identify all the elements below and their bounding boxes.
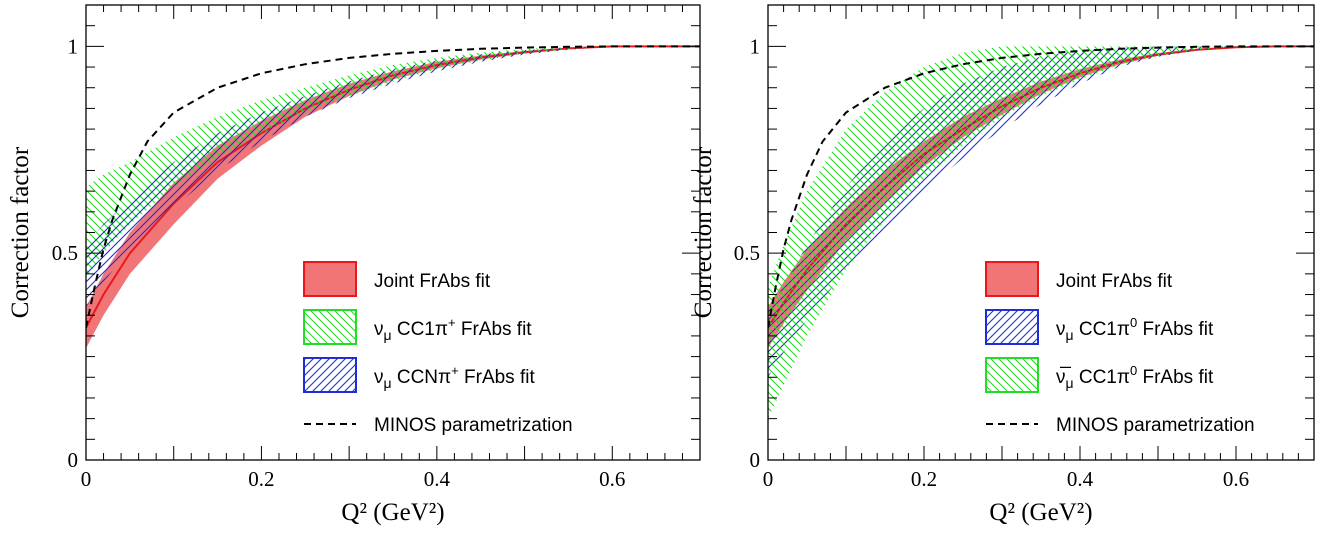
legend-item: Joint FrAbs fit <box>303 261 491 297</box>
x-tick-label: 0.6 <box>599 467 625 491</box>
legend-label: νμ CC1π+ FrAbs fit <box>374 315 532 343</box>
legend-item: MINOS parametrization <box>304 415 573 436</box>
x-tick-label: 0.4 <box>1067 467 1094 491</box>
legend-item: νμ CC1π0 FrAbs fit <box>985 309 1214 345</box>
x-axis-title: Q² (GeV²) <box>341 499 444 526</box>
dashed-line-series-4 <box>86 45 700 328</box>
legend-item: MINOS parametrization <box>986 415 1255 436</box>
legend: Joint FrAbs fit νμ CC1π+ FrAbs fit νμ CCNπ… <box>303 261 573 436</box>
x-tick-label: 0.2 <box>248 467 274 491</box>
plot-area <box>768 45 1314 419</box>
y-tick-label: 1 <box>750 34 761 58</box>
x-tick-label: 0.2 <box>911 467 937 491</box>
legend-label: νμ CCNπ+ FrAbs fit <box>374 363 535 391</box>
y-tick-label: 1 <box>68 34 79 58</box>
legend-swatch <box>985 309 1039 345</box>
legend-swatch <box>303 261 357 297</box>
chart-panel-2: 0 0.2 0.4 0.6 0 0.5 1 Q² (GeV²) Correction facto… <box>690 4 1315 526</box>
legend-label: Joint FrAbs fit <box>1056 271 1173 292</box>
band-series-3 <box>86 46 700 308</box>
dashed-line-series-4 <box>768 45 1314 328</box>
y-tick-label: 0 <box>68 448 79 472</box>
legend-label: MINOS parametrization <box>374 415 573 436</box>
band-series-3 <box>768 46 1314 419</box>
y-axis-title: Correction factor <box>690 146 717 318</box>
legend-label: ν̅μ CC1π0 FrAbs fit <box>1056 363 1214 391</box>
legend: Joint FrAbs fit νμ CC1π0 FrAbs fit ν̅μ CC1… <box>985 261 1255 436</box>
plot-area <box>86 45 700 349</box>
y-tick-label: 0.5 <box>52 241 78 265</box>
legend-label: MINOS parametrization <box>1056 415 1255 436</box>
legend-label: Joint FrAbs fit <box>374 271 491 292</box>
y-tick-label: 0 <box>750 448 761 472</box>
legend-swatch <box>985 357 1039 393</box>
y-tick-label: 0.5 <box>734 241 760 265</box>
legend-label: νμ CC1π0 FrAbs fit <box>1056 315 1214 343</box>
legend-item: Joint FrAbs fit <box>985 261 1173 297</box>
legend-item: νμ CCNπ+ FrAbs fit <box>303 357 535 393</box>
x-tick-label: 0 <box>81 467 92 491</box>
legend-swatch <box>303 309 357 345</box>
x-tick-label: 0.4 <box>424 467 451 491</box>
x-tick-label: 0.6 <box>1223 467 1249 491</box>
legend-item: νμ CC1π+ FrAbs fit <box>303 309 532 345</box>
x-axis-title: Q² (GeV²) <box>989 499 1092 526</box>
legend-item: ν̅μ CC1π0 FrAbs fit <box>985 357 1214 393</box>
x-tick-label: 0 <box>763 467 774 491</box>
y-axis-title: Correction factor <box>7 146 34 318</box>
legend-swatch <box>303 357 357 393</box>
chart-panel-1: 0 0.2 0.4 0.6 0 0.5 1 Q² (GeV²) Correction facto… <box>7 4 701 526</box>
legend-swatch <box>985 261 1039 297</box>
